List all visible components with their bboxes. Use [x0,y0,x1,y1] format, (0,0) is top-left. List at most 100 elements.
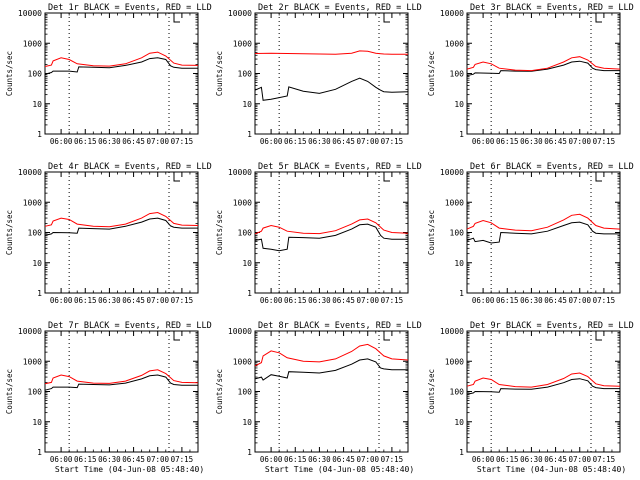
y-tick-label: 10000 [18,9,42,18]
y-tick-label: 10 [454,100,464,109]
x-tick-label: 06:00 [50,455,73,464]
x-tick-label: 07:15 [381,455,404,464]
events-series-line [466,60,620,77]
x-tick-label: 06:45 [544,296,567,305]
x-tick-label: 06:15 [284,137,307,146]
events-series-line [44,57,198,75]
panel-title: Det 9r BLACK = Events, RED = LLD [470,321,634,331]
x-tick-label: 06:45 [332,137,355,146]
x-tick-label: 06:00 [260,455,283,464]
panel-title: Det 1r BLACK = Events, RED = LLD [48,3,212,13]
panel-5: Det 5r BLACK = Events, RED = LLD 1 10 100 10… [215,162,422,305]
x-tick-label: 06:15 [74,296,97,305]
lld-series-line [466,372,621,388]
x-tick-label: 07:15 [593,137,616,146]
x-tick-label: 06:00 [260,296,283,305]
corner-marker [595,13,602,23]
x-tick-label: 06:00 [472,455,495,464]
y-tick-label: 1000 [445,198,464,207]
x-tick-label: 07:15 [593,296,616,305]
x-tick-label: 06:45 [122,137,145,146]
y-tick-label: 10000 [228,9,252,18]
x-tick-label: 06:00 [50,296,73,305]
y-tick-label: 10000 [18,327,42,336]
plot-frame [44,330,199,453]
x-axis-label: Start Time (04-Jun-08 05:48:40) [265,465,414,474]
x-tick-label: 07:00 [356,296,379,305]
lld-series-line [44,51,199,67]
y-tick-label: 100 [450,388,465,397]
y-tick-label: 10 [32,100,42,109]
x-tick-label: 07:15 [171,137,194,146]
y-tick-label: 10000 [440,9,464,18]
panel-7: Det 7r BLACK = Events, RED = LLD 1 10 100 10… [5,321,212,474]
y-tick-label: 1000 [23,39,42,48]
panel-8: Det 8r BLACK = Events, RED = LLD 1 10 100 10… [215,321,422,474]
corner-marker [173,13,180,23]
x-tick-label: 07:15 [171,455,194,464]
x-tick-label: 06:00 [50,137,73,146]
y-axis-label: Counts/sec [5,369,14,414]
y-tick-label: 100 [238,70,253,79]
y-tick-label: 1000 [445,357,464,366]
lld-series-line [254,50,408,55]
lld-series-line [254,218,409,235]
y-tick-label: 10 [32,418,42,427]
y-tick-label: 10 [242,259,252,268]
lld-series-line [44,369,199,385]
plot-frame [466,171,621,294]
y-tick-label: 1000 [23,357,42,366]
plot-frame [254,12,409,135]
x-tick-label: 06:15 [284,455,307,464]
events-series-line [44,217,198,236]
y-axis-label: Counts/sec [215,369,224,414]
plot-frame [254,171,409,294]
x-tick-label: 07:00 [568,137,591,146]
corner-marker [383,13,390,23]
x-tick-label: 07:15 [381,296,404,305]
x-tick-label: 06:30 [520,296,543,305]
x-tick-label: 07:00 [568,455,591,464]
events-series-line [466,221,620,244]
x-tick-label: 06:00 [472,137,495,146]
x-tick-label: 06:45 [544,137,567,146]
x-tick-label: 06:45 [544,455,567,464]
x-tick-label: 07:15 [171,296,194,305]
x-tick-label: 06:15 [496,137,519,146]
y-tick-label: 10000 [18,168,42,177]
events-series-line [44,374,198,391]
panel-title: Det 6r BLACK = Events, RED = LLD [470,162,634,172]
x-tick-label: 06:45 [122,455,145,464]
x-tick-label: 07:00 [568,296,591,305]
plot-frame [44,12,199,135]
x-tick-label: 06:30 [308,455,331,464]
x-tick-label: 06:30 [308,296,331,305]
corner-marker [383,172,390,182]
y-tick-label: 1 [37,448,42,457]
x-tick-label: 06:00 [260,137,283,146]
panel-4: Det 4r BLACK = Events, RED = LLD 1 10 100 10… [5,162,212,305]
y-tick-label: 1000 [233,39,252,48]
y-tick-label: 10000 [228,168,252,177]
panel-title: Det 5r BLACK = Events, RED = LLD [258,162,422,172]
y-tick-label: 1000 [233,357,252,366]
x-tick-label: 07:00 [146,296,169,305]
events-series-line [254,223,408,252]
x-tick-label: 07:15 [593,455,616,464]
corner-marker [383,331,390,341]
panel-2: Det 2r BLACK = Events, RED = LLD 1 10 100 10… [215,3,422,146]
panel-1: Det 1r BLACK = Events, RED = LLD 1 10 100 10… [5,3,212,146]
y-tick-label: 1 [37,289,42,298]
y-axis-label: Counts/sec [5,210,14,255]
y-tick-label: 10000 [228,327,252,336]
x-tick-label: 06:00 [472,296,495,305]
y-tick-label: 10 [242,418,252,427]
y-axis-label: Counts/sec [427,51,436,96]
x-tick-label: 06:30 [98,455,121,464]
x-axis-label: Start Time (04-Jun-08 05:48:40) [477,465,626,474]
lld-series-line [44,211,199,228]
y-tick-label: 1000 [23,198,42,207]
panel-title: Det 3r BLACK = Events, RED = LLD [470,3,634,13]
y-tick-label: 1 [247,448,252,457]
panel-title: Det 7r BLACK = Events, RED = LLD [48,321,212,331]
